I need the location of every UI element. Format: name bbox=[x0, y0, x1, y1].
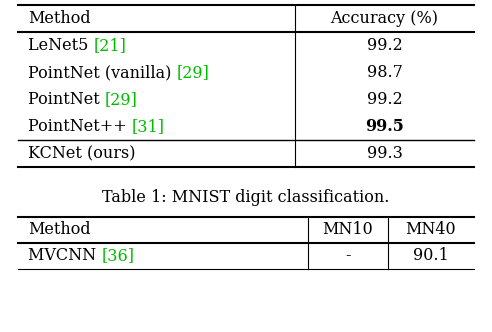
Text: Table 1: MNIST digit classification.: Table 1: MNIST digit classification. bbox=[102, 189, 390, 206]
Text: 99.2: 99.2 bbox=[367, 91, 402, 108]
Text: PointNet (vanilla): PointNet (vanilla) bbox=[28, 64, 177, 81]
Text: [36]: [36] bbox=[101, 247, 134, 265]
Text: Method: Method bbox=[28, 221, 91, 238]
Text: MN10: MN10 bbox=[323, 221, 373, 238]
Text: [31]: [31] bbox=[132, 118, 165, 135]
Text: 99.2: 99.2 bbox=[367, 37, 402, 54]
Text: [21]: [21] bbox=[93, 37, 126, 54]
Text: Method: Method bbox=[28, 10, 91, 27]
Text: [29]: [29] bbox=[177, 64, 210, 81]
Text: 98.7: 98.7 bbox=[367, 64, 402, 81]
Text: KCNet (ours): KCNet (ours) bbox=[28, 145, 135, 162]
Text: 90.1: 90.1 bbox=[413, 247, 449, 265]
Text: -: - bbox=[345, 247, 351, 265]
Text: Accuracy (%): Accuracy (%) bbox=[331, 10, 438, 27]
Text: 99.3: 99.3 bbox=[367, 145, 402, 162]
Text: 99.5: 99.5 bbox=[365, 118, 404, 135]
Text: PointNet++: PointNet++ bbox=[28, 118, 132, 135]
Text: [29]: [29] bbox=[105, 91, 138, 108]
Text: LeNet5: LeNet5 bbox=[28, 37, 93, 54]
Text: PointNet: PointNet bbox=[28, 91, 105, 108]
Text: MN40: MN40 bbox=[406, 221, 456, 238]
Text: MVCNN: MVCNN bbox=[28, 247, 101, 265]
